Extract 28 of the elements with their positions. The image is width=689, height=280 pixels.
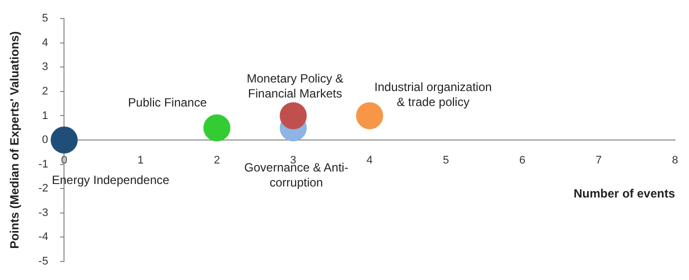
x-tick-label: 8: [672, 154, 678, 167]
point: [280, 102, 307, 130]
y-tick-label: 3: [42, 61, 48, 74]
annotation: Public Finance: [128, 95, 208, 110]
y-tick-label: 5: [42, 12, 48, 25]
point: [203, 114, 230, 142]
y-tick-label: -2: [38, 182, 48, 195]
point: [50, 126, 78, 154]
y-tick-label: 2: [42, 85, 48, 98]
y-axis-title: Points (Median of Experts' Valuations): [8, 31, 22, 249]
annotation: Industrial organization & trade policy: [374, 80, 492, 110]
x-tick-label: 7: [596, 154, 602, 167]
y-tick-label: 4: [42, 36, 48, 49]
x-axis-title: Number of events: [574, 186, 676, 201]
y-tick-label: -5: [38, 255, 48, 268]
y-tick-label: -1: [38, 158, 48, 170]
y-tick-label: -4: [38, 231, 48, 244]
point: [356, 102, 384, 130]
y-tick-label: 1: [42, 110, 48, 122]
annotation: Monetary Policy & Financial Markets: [246, 72, 344, 101]
x-tick-label: 6: [519, 154, 526, 167]
y-tick-label: 0: [42, 134, 48, 146]
x-tick-label: 5: [442, 154, 450, 167]
y-tick-label: -3: [38, 206, 48, 219]
x-tick-label: 2: [214, 154, 220, 167]
x-tick-label: 4: [366, 154, 373, 167]
annotation: Energy Independence: [52, 173, 170, 188]
x-tick-label: 1: [137, 154, 144, 167]
